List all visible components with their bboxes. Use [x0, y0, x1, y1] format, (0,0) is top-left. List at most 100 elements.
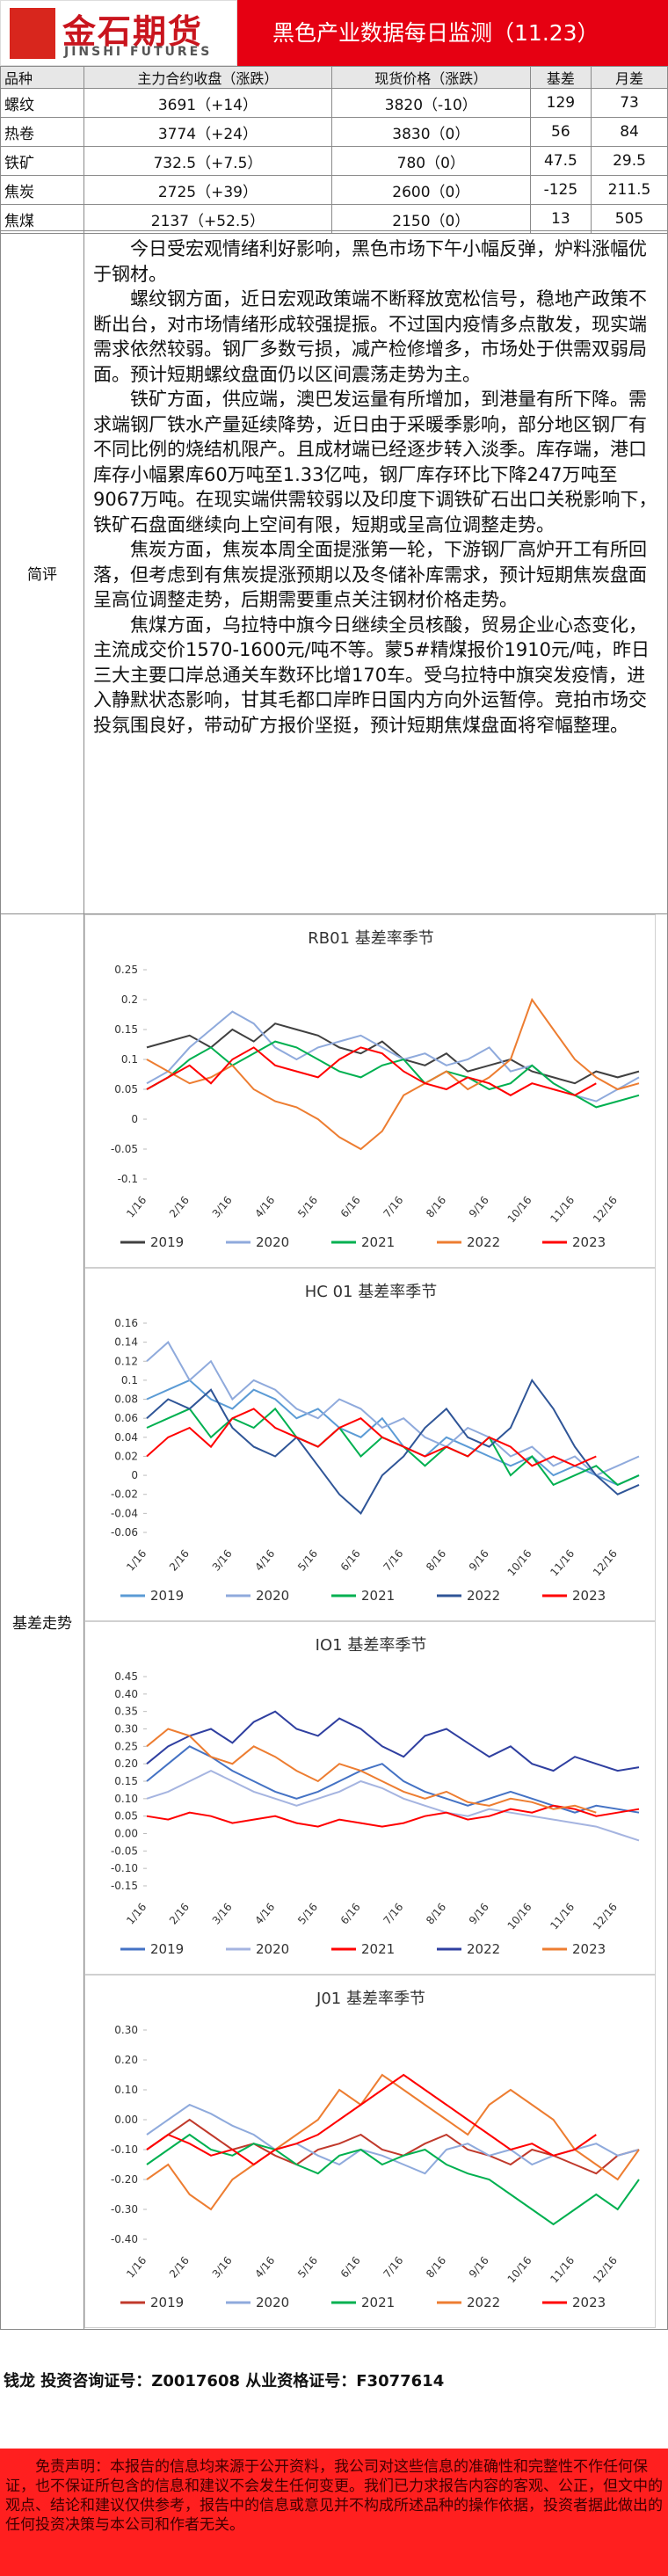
table-cell: 3820（-10） — [330, 88, 531, 118]
y-tick-label: 0.25 — [114, 1740, 138, 1752]
series-line — [146, 1341, 640, 1477]
series-line — [146, 2133, 640, 2226]
chart: J01 基差率季节 -0.40 -0.30 -0.20 -0.10 0.00 0.10 0.2… — [84, 1975, 656, 2328]
y-tick-label: 0.05 — [114, 1083, 138, 1095]
author: 钱龙 投资咨询证号：Z0017608 从业资格证号：F3077614 — [4, 2372, 445, 2390]
table-cell: 73 — [591, 88, 668, 118]
series-line — [146, 1769, 640, 1842]
legend-label: 2023 — [572, 1588, 606, 1604]
y-tick-label: -0.05 — [111, 1143, 138, 1155]
x-tick-label: 10/16 — [505, 1194, 534, 1225]
paragraph: 焦煤方面，乌拉特中旗今日继续全员核酸，贸易企业心态变化，主流成交价1570-16… — [93, 614, 650, 736]
legend-label: 2021 — [361, 2295, 395, 2310]
x-tick-label: 7/16 — [381, 1901, 405, 1927]
y-tick-label: 0.30 — [114, 2024, 138, 2036]
commentary: 简评 今日受宏观情绪利好影响，黑色市场下午小幅反弹，炉料涨幅优于钢材。 螺纹钢方面… — [0, 230, 668, 914]
logo-cn: 金石期货 — [62, 12, 204, 51]
chart-title: RB01 基差率季节 — [308, 929, 433, 948]
x-tick-label: 11/16 — [548, 2254, 577, 2285]
table-cell: 47.5 — [529, 146, 592, 176]
y-tick-label: 0.12 — [114, 1355, 138, 1367]
section-label: 简评 — [1, 231, 84, 913]
y-tick-label: 0.16 — [114, 1317, 138, 1329]
x-tick-label: 3/16 — [210, 1547, 235, 1574]
column-header: 品种 — [0, 66, 84, 89]
report-title: 黑色产业数据每日监测（11.23） — [237, 0, 668, 66]
y-tick-label: -0.02 — [111, 1488, 138, 1501]
table-cell: -125 — [529, 175, 592, 205]
table-cell: 13 — [529, 204, 592, 234]
x-tick-label: 2/16 — [167, 1194, 192, 1220]
y-tick-label: 0 — [131, 1469, 138, 1481]
y-tick-label: -0.10 — [111, 1862, 138, 1874]
table-cell: 3774（+24） — [84, 117, 332, 147]
series-line — [146, 1378, 640, 1515]
x-tick-label: 5/16 — [295, 1194, 320, 1220]
x-tick-label: 8/16 — [424, 2254, 448, 2281]
y-tick-label: 0.00 — [114, 2114, 138, 2126]
table-cell: 29.5 — [591, 146, 668, 176]
series-line — [146, 1408, 597, 1467]
chart-title: HC 01 基差率季节 — [305, 1283, 437, 1301]
x-tick-label: 4/16 — [252, 1901, 277, 1927]
x-tick-label: 12/16 — [591, 2254, 620, 2285]
x-tick-label: 5/16 — [295, 1547, 320, 1574]
series-line — [146, 1728, 597, 1814]
y-tick-label: 0.10 — [114, 2084, 138, 2096]
x-tick-label: 1/16 — [124, 1901, 149, 1927]
series-line — [146, 2073, 597, 2166]
y-tick-label: -0.30 — [111, 2203, 138, 2216]
x-tick-label: 2/16 — [167, 1901, 192, 1927]
y-tick-label: -0.05 — [111, 1845, 138, 1857]
series-line — [146, 1745, 640, 1814]
x-tick-label: 7/16 — [381, 1194, 405, 1220]
y-tick-label: 0.02 — [114, 1450, 138, 1462]
y-tick-label: 0.40 — [114, 1688, 138, 1700]
x-tick-label: 8/16 — [424, 1547, 448, 1574]
x-tick-label: 8/16 — [424, 1194, 448, 1220]
x-tick-label: 5/16 — [295, 2254, 320, 2281]
legend-label: 2021 — [361, 1941, 395, 1957]
x-tick-label: 1/16 — [124, 1547, 149, 1574]
series-line — [146, 1022, 640, 1085]
x-tick-label: 2/16 — [167, 2254, 192, 2281]
x-tick-label: 3/16 — [210, 1901, 235, 1927]
x-tick-label: 12/16 — [591, 1194, 620, 1225]
x-tick-label: 4/16 — [252, 1547, 277, 1574]
table-cell: 505 — [591, 204, 668, 234]
table-cell: 3691（+14） — [84, 88, 332, 118]
table-row: 焦炭 2725（+39） 2600（0） -125 211.5 — [0, 175, 668, 205]
table-cell: 焦炭 — [0, 175, 84, 205]
table-cell: 780（0） — [330, 146, 531, 176]
x-tick-label: 1/16 — [124, 1194, 149, 1220]
x-tick-label: 10/16 — [505, 2254, 534, 2285]
y-tick-label: 0.2 — [121, 993, 138, 1006]
y-tick-label: 0.1 — [121, 1374, 138, 1386]
series-line — [146, 2118, 640, 2175]
column-header: 现货价格（涨跌） — [330, 66, 531, 89]
table-cell: 2137（+52.5） — [84, 204, 332, 234]
y-tick-label: 0.05 — [114, 1810, 138, 1823]
chart: HC 01 基差率季节 -0.06 -0.04 -0.02 0 0.02 0.04 0.06 0… — [84, 1268, 656, 1621]
x-tick-label: 3/16 — [210, 2254, 235, 2281]
table-cell: 129 — [529, 88, 592, 118]
x-tick-label: 11/16 — [548, 1547, 577, 1578]
x-tick-label: 12/16 — [591, 1547, 620, 1578]
column-header: 基差 — [529, 66, 592, 89]
x-tick-label: 4/16 — [252, 1194, 277, 1220]
chart-title: J01 基差率季节 — [316, 1990, 425, 2008]
series-line — [146, 1046, 597, 1096]
legend-label: 2022 — [467, 2295, 500, 2310]
table-cell: 732.5（+7.5） — [84, 146, 332, 176]
price-table: 品种 主力合约收盘（涨跌） 现货价格（涨跌） 基差 月差 螺纹 3691（+14） 3820（… — [0, 66, 668, 234]
x-tick-label: 6/16 — [338, 1194, 363, 1220]
series-line — [146, 1710, 640, 1772]
column-header: 主力合约收盘（涨跌） — [84, 66, 332, 89]
table-cell: 2600（0） — [330, 175, 531, 205]
y-tick-label: 0 — [131, 1113, 138, 1125]
x-tick-label: 4/16 — [252, 2254, 277, 2281]
series-line — [146, 1407, 640, 1487]
commentary-text: 今日受宏观情绪利好影响，黑色市场下午小幅反弹，炉料涨幅优于钢材。 螺纹钢方面，近日… — [84, 231, 667, 738]
table-row: 铁矿 732.5（+7.5） 780（0） 47.5 29.5 — [0, 146, 668, 176]
